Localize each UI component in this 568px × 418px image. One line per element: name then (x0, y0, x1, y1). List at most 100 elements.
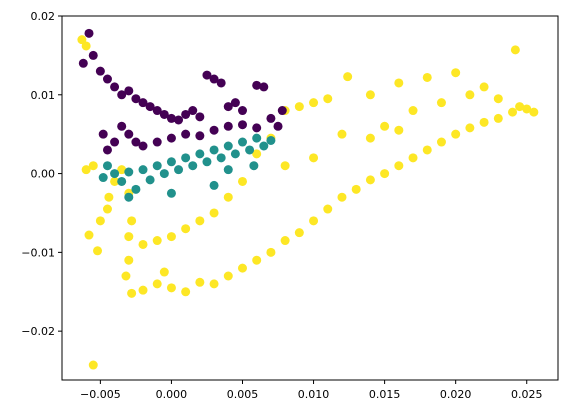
scatter-point (223, 271, 233, 281)
scatter-point (351, 184, 361, 194)
scatter-point (181, 109, 191, 119)
scatter-point (131, 94, 141, 104)
scatter-point (230, 98, 240, 108)
scatter-point (174, 165, 184, 175)
scatter-point (493, 113, 503, 123)
scatter-point (95, 66, 105, 76)
scatter-point (104, 192, 114, 202)
scatter-point (95, 216, 105, 226)
scatter-point (102, 204, 112, 214)
x-tick-label: 0.025 (511, 388, 543, 401)
scatter-point (98, 173, 108, 183)
y-tick-label: 0.01 (31, 89, 56, 102)
scatter-point (479, 117, 489, 127)
scatter-point (323, 204, 333, 214)
scatter-point (202, 70, 212, 80)
scatter-point (515, 102, 525, 112)
scatter-point (209, 180, 219, 190)
scatter-point (159, 109, 169, 119)
scatter-point (323, 94, 333, 104)
scatter-point (88, 161, 98, 171)
scatter-point (88, 50, 98, 60)
scatter-point (309, 216, 319, 226)
scatter-point (451, 129, 461, 139)
scatter-point (223, 102, 233, 112)
scatter-point (294, 228, 304, 238)
scatter-point (259, 82, 269, 92)
scatter-point (436, 98, 446, 108)
scatter-point (394, 161, 404, 171)
scatter-point (223, 165, 233, 175)
scatter-point (110, 137, 120, 147)
scatter-point (245, 145, 255, 155)
scatter-point (223, 192, 233, 202)
scatter-point (451, 68, 461, 78)
scatter-point (124, 192, 134, 202)
scatter-point (223, 121, 233, 131)
scatter-point (145, 175, 155, 185)
scatter-point (145, 102, 155, 112)
scatter-point (181, 224, 191, 234)
scatter-point (252, 255, 262, 265)
scatter-point (249, 161, 259, 171)
scatter-point (202, 157, 212, 167)
scatter-point (422, 72, 432, 82)
scatter-point (266, 135, 276, 145)
scatter-point (223, 141, 233, 151)
scatter-point (337, 129, 347, 139)
points-layer (77, 28, 539, 370)
scatter-point (121, 271, 131, 281)
scatter-point (166, 188, 176, 198)
scatter-point (102, 74, 112, 84)
scatter-point (237, 263, 247, 273)
scatter-point (117, 90, 127, 100)
scatter-point (166, 133, 176, 143)
scatter-point (181, 153, 191, 163)
scatter-point (216, 153, 226, 163)
plot-frame (61, 15, 559, 381)
scatter-point (127, 288, 137, 298)
scatter-point (365, 90, 375, 100)
scatter-point (195, 112, 205, 122)
scatter-point (84, 230, 94, 240)
scatter-point (294, 102, 304, 112)
scatter-point (394, 125, 404, 135)
scatter-point (124, 129, 134, 139)
scatter-point (78, 58, 88, 68)
scatter-point (273, 121, 283, 131)
scatter-point (529, 107, 539, 117)
scatter-point (209, 145, 219, 155)
scatter-point (493, 94, 503, 104)
scatter-point (237, 106, 247, 116)
scatter-point (81, 41, 91, 51)
scatter-point (124, 232, 134, 242)
scatter-point (110, 169, 120, 179)
scatter-point (102, 161, 112, 171)
scatter-point (195, 277, 205, 287)
scatter-point (280, 161, 290, 171)
scatter-point (166, 113, 176, 123)
y-axis: −0.02 −0.01 0.00 0.01 0.02 (21, 10, 62, 338)
scatter-point (124, 86, 134, 96)
scatter-point (188, 161, 198, 171)
scatter-point (166, 157, 176, 167)
scatter-point (117, 176, 127, 186)
scatter-point (209, 125, 219, 135)
x-tick-label: 0.000 (156, 388, 188, 401)
x-tick-label: 0.005 (227, 388, 259, 401)
scatter-point (138, 141, 148, 151)
y-tick-label: 0.00 (31, 168, 56, 181)
scatter-point (195, 149, 205, 159)
x-tick-label: −0.005 (80, 388, 121, 401)
scatter-point (84, 28, 94, 38)
scatter-point (93, 246, 103, 256)
scatter-point (252, 123, 262, 133)
scatter-point (138, 239, 148, 249)
scatter-point (152, 106, 162, 116)
scatter-point (77, 35, 87, 45)
scatter-point (195, 131, 205, 141)
scatter-point (152, 137, 162, 147)
scatter-point (237, 176, 247, 186)
scatter-point (266, 247, 276, 257)
scatter-point (110, 82, 120, 92)
